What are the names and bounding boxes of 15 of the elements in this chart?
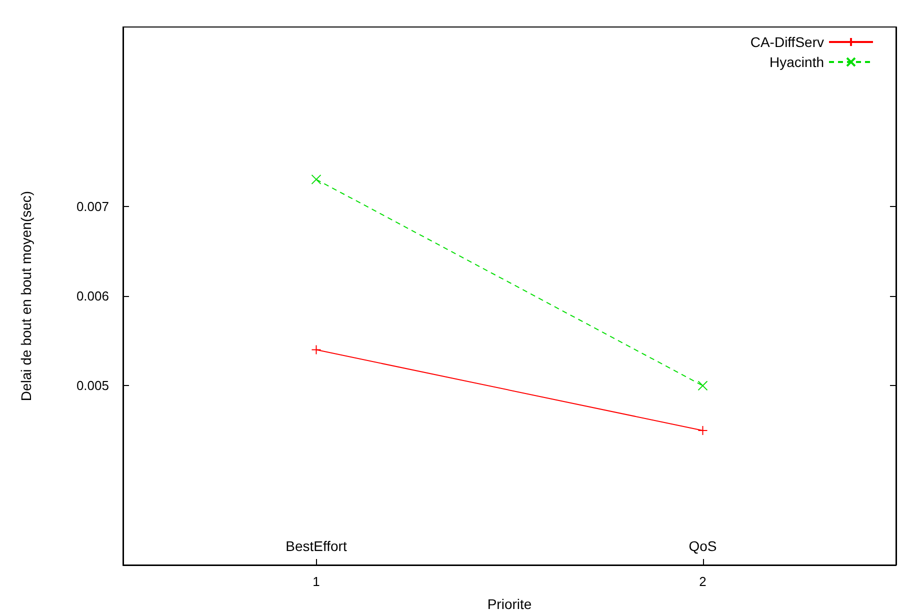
point <box>311 344 322 355</box>
y-axis-title: Delai de bout en bout moyen(sec) <box>18 190 34 402</box>
point <box>311 174 322 184</box>
annotation: BestEffort <box>286 538 347 554</box>
x-axis-title: Priorite <box>487 596 532 612</box>
x-tick-label: 1 <box>312 574 320 589</box>
legend-label: CA-DiffServ <box>750 34 824 50</box>
point <box>698 380 708 391</box>
point <box>698 426 708 436</box>
y-tick-label: 0.005 <box>76 378 109 394</box>
annotation: QoS <box>688 538 717 554</box>
y-tick-label: 0.007 <box>76 198 109 214</box>
x-tick-label: 2 <box>699 574 706 589</box>
legend-label: Hyacinth <box>770 54 824 70</box>
y-tick-label: 0.006 <box>76 288 109 304</box>
